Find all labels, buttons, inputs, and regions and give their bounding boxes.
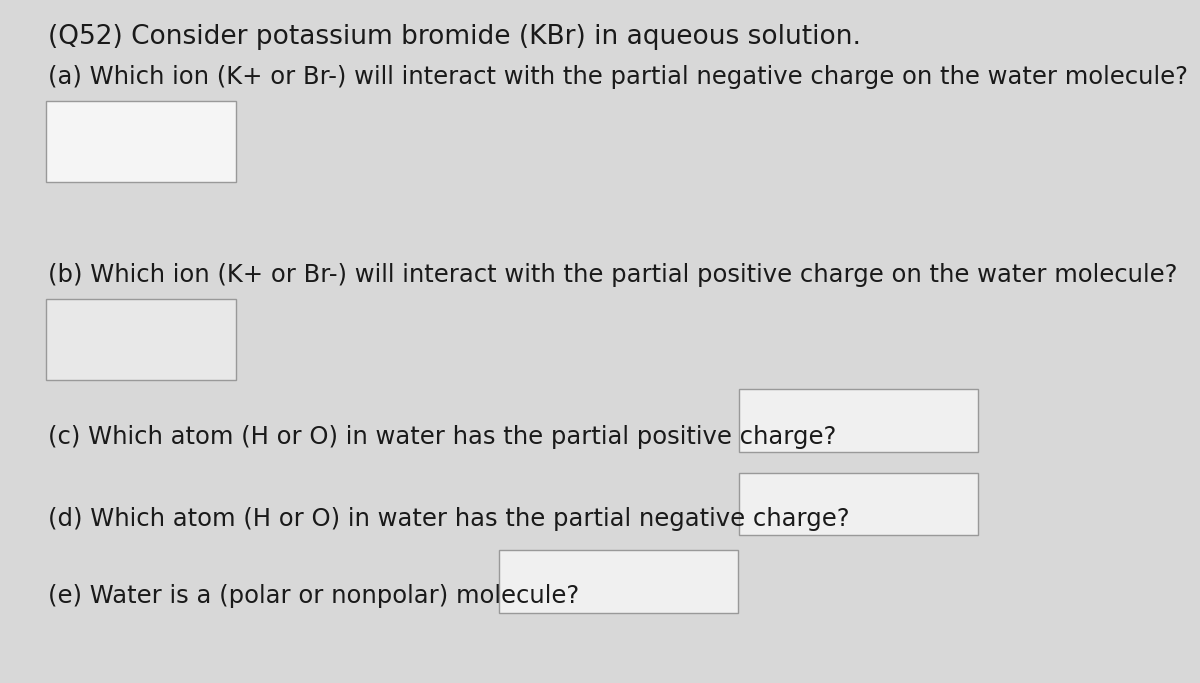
Text: (c) Which atom (H or O) in water has the partial positive charge?: (c) Which atom (H or O) in water has the…: [48, 425, 836, 449]
FancyBboxPatch shape: [499, 550, 738, 613]
Text: (b) Which ion (K+ or Br-) will interact with the partial positive charge on the : (b) Which ion (K+ or Br-) will interact …: [48, 263, 1177, 287]
FancyBboxPatch shape: [46, 299, 236, 380]
Text: (e) Water is a (polar or nonpolar) molecule?: (e) Water is a (polar or nonpolar) molec…: [48, 584, 580, 608]
FancyBboxPatch shape: [46, 101, 236, 182]
Text: (d) Which atom (H or O) in water has the partial negative charge?: (d) Which atom (H or O) in water has the…: [48, 507, 850, 531]
FancyBboxPatch shape: [739, 473, 978, 535]
Text: (Q52) Consider potassium bromide (KBr) in aqueous solution.: (Q52) Consider potassium bromide (KBr) i…: [48, 24, 862, 50]
FancyBboxPatch shape: [739, 389, 978, 452]
Text: (a) Which ion (K+ or Br-) will interact with the partial negative charge on the : (a) Which ion (K+ or Br-) will interact …: [48, 65, 1188, 89]
